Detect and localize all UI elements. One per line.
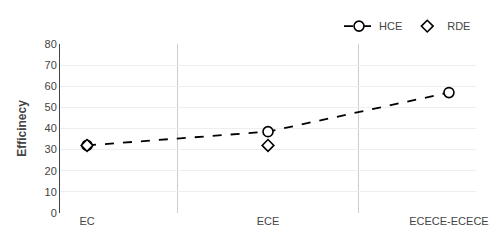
svg-text:40: 40	[45, 122, 57, 134]
svg-text:80: 80	[45, 38, 57, 50]
svg-text:70: 70	[45, 59, 57, 71]
svg-text:0: 0	[51, 207, 57, 219]
svg-text:Efficinecy: Efficinecy	[15, 100, 29, 157]
svg-text:ECE: ECE	[257, 215, 280, 227]
svg-text:30: 30	[45, 143, 57, 155]
svg-text:EC: EC	[79, 215, 94, 227]
svg-text:ECECE-ECECE: ECECE-ECECE	[409, 215, 488, 227]
svg-text:60: 60	[45, 80, 57, 92]
svg-text:HCE: HCE	[379, 20, 402, 32]
svg-text:50: 50	[45, 101, 57, 113]
svg-text:10: 10	[45, 186, 57, 198]
svg-text:RDE: RDE	[447, 20, 470, 32]
svg-text:20: 20	[45, 165, 57, 177]
